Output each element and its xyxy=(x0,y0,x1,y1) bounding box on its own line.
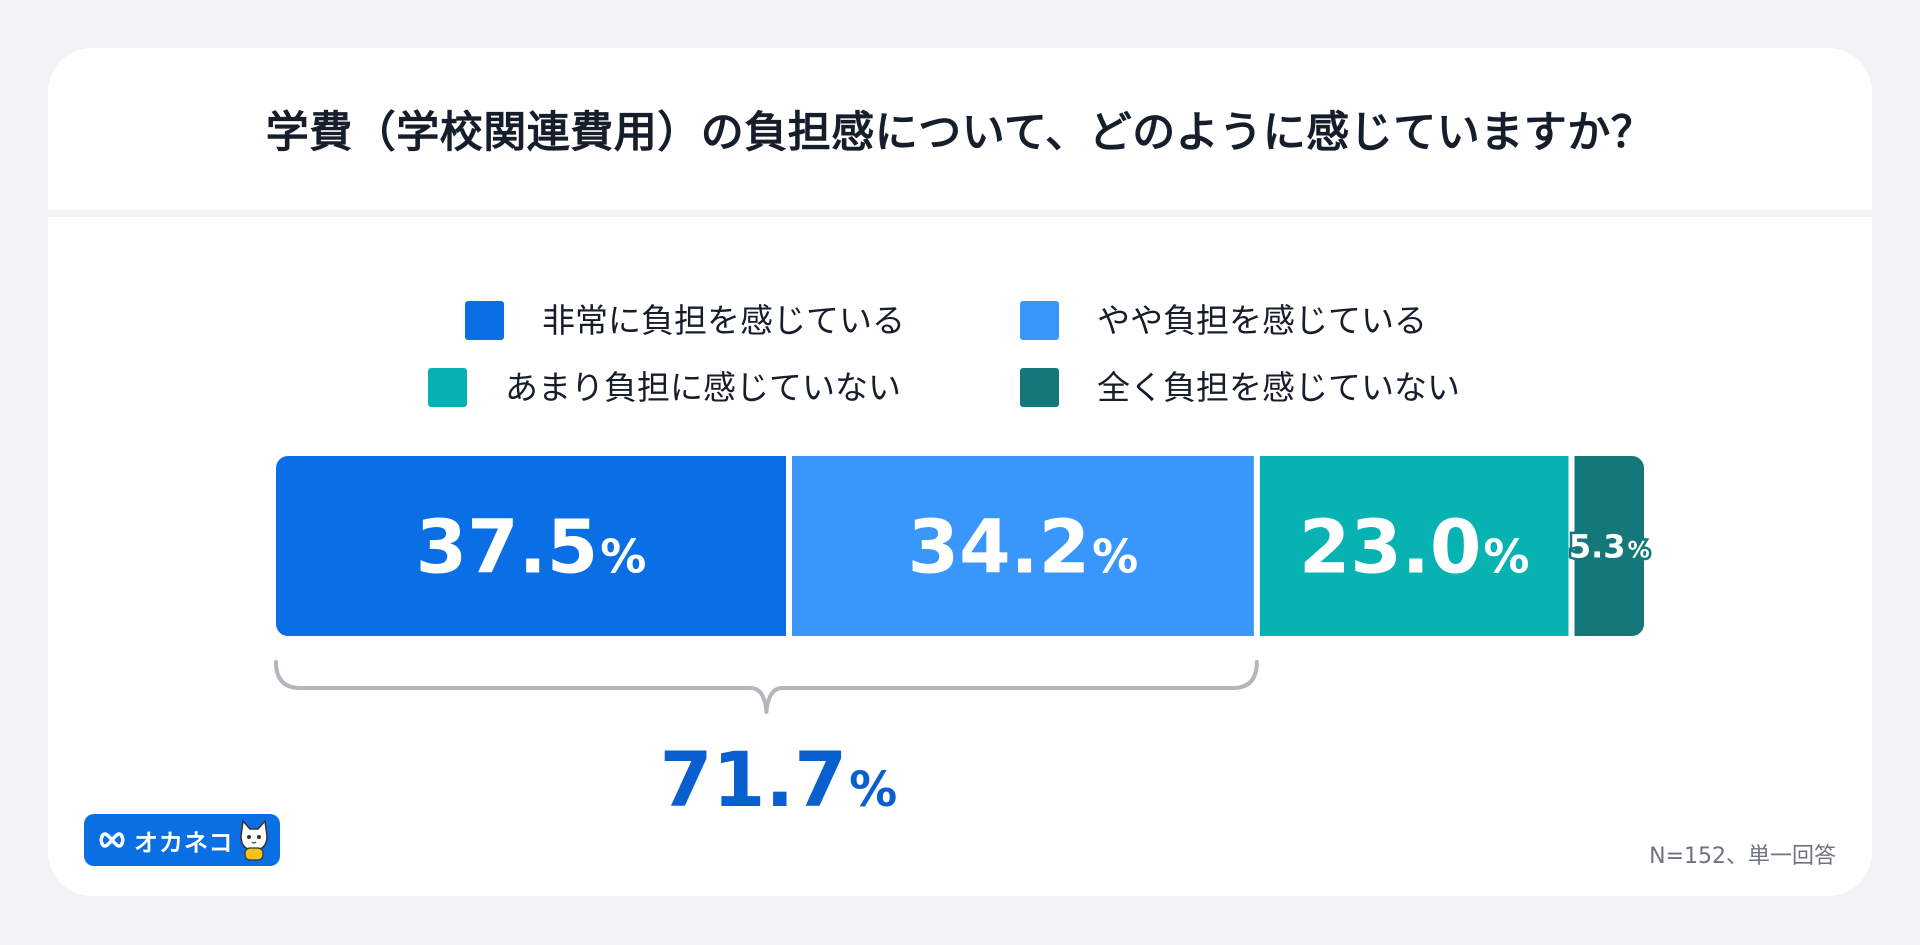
title-divider xyxy=(48,210,1872,217)
legend-item: 全く負担を感じていない xyxy=(1020,368,1460,407)
legend-item: 非常に負担を感じている xyxy=(465,301,905,340)
bar-segment xyxy=(1259,456,1569,636)
total-value-label: 71.7% xyxy=(660,735,898,824)
legend-label: あまり負担に感じていない xyxy=(505,368,901,407)
bar-segment xyxy=(1574,456,1644,636)
legend-item: あまり負担に感じていない xyxy=(428,368,901,407)
segment-value-label: 23.0% xyxy=(1299,505,1530,591)
total-brace: 71.7% xyxy=(274,660,1259,824)
bar-segment xyxy=(276,456,786,636)
chart-title: 学費（学校関連費用）の負担感について、どのように感じていますか？ xyxy=(265,108,1655,158)
segment-value-label: 5.3% xyxy=(1569,528,1650,566)
legend-item: やや負担を感じている xyxy=(1020,301,1427,340)
logo-text: オカネコ xyxy=(134,828,234,857)
legend-swatch xyxy=(1020,301,1059,340)
sample-note: N=152、単一回答 xyxy=(1649,844,1836,869)
bar-segment xyxy=(792,456,1254,636)
segment-value-label: 37.5% xyxy=(416,505,647,591)
cat-mascot-icon xyxy=(240,819,268,861)
legend-label: 全く負担を感じていない xyxy=(1097,368,1460,407)
segment-value-label: 34.2% xyxy=(908,505,1139,591)
brace-path xyxy=(274,660,1259,714)
legend-swatch xyxy=(465,301,504,340)
segment-labels: 37.5% 34.2% 23.0% 5.3% xyxy=(416,505,1652,591)
okaneko-logo: オカネコ xyxy=(84,814,280,866)
legend-swatch xyxy=(1020,368,1059,407)
legend-swatch xyxy=(428,368,467,407)
chart-card: 学費（学校関連費用）の負担感について、どのように感じていますか？ 非常に負担を感… xyxy=(48,48,1872,896)
infinity-icon xyxy=(99,832,125,848)
legend-label: 非常に負担を感じている xyxy=(542,301,905,340)
legend-label: やや負担を感じている xyxy=(1097,301,1427,340)
bar-segments xyxy=(276,456,1644,636)
